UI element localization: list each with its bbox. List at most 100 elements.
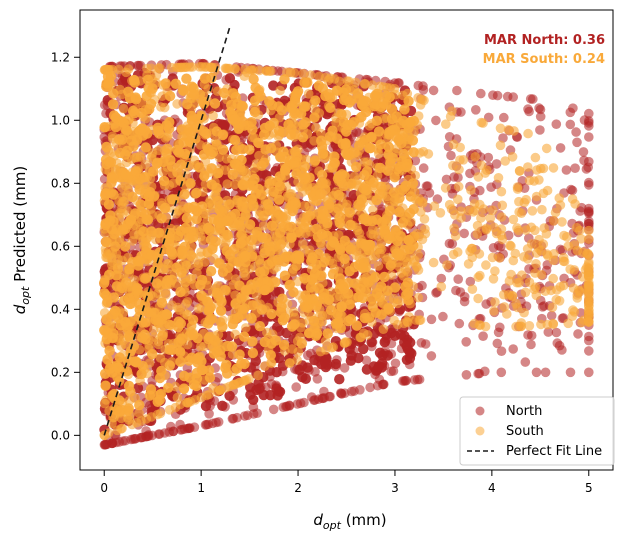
- south-point: [328, 342, 339, 352]
- south-point: [279, 270, 291, 281]
- north-point: [300, 373, 311, 384]
- south-point: [394, 206, 405, 218]
- south-point: [474, 320, 485, 330]
- south-point: [164, 90, 176, 102]
- south-point: [191, 373, 203, 384]
- south-point: [435, 208, 446, 218]
- south-point: [523, 128, 533, 139]
- north-point: [584, 367, 594, 378]
- south-point: [237, 144, 248, 155]
- south-point: [510, 248, 521, 259]
- south-point: [287, 205, 298, 217]
- south-point: [128, 141, 139, 152]
- south-point: [351, 320, 363, 331]
- south-point: [345, 244, 356, 255]
- south-point: [100, 380, 111, 391]
- south-point: [311, 223, 322, 235]
- south-point: [423, 149, 434, 159]
- south-point: [237, 100, 248, 112]
- south-point: [362, 157, 372, 167]
- south-point: [229, 135, 241, 146]
- south-point: [584, 225, 594, 236]
- north-point: [570, 163, 580, 173]
- north-point: [584, 207, 594, 217]
- south-point: [127, 191, 138, 203]
- south-point: [296, 338, 307, 349]
- south-point: [325, 102, 336, 114]
- south-point: [312, 296, 324, 307]
- south-point: [328, 237, 340, 248]
- north-point: [456, 107, 466, 117]
- south-point: [538, 163, 549, 174]
- south-point: [405, 116, 416, 128]
- south-point: [569, 307, 580, 317]
- south-point: [148, 325, 159, 335]
- north-point: [436, 273, 447, 284]
- south-point: [140, 142, 151, 153]
- south-point: [221, 368, 233, 379]
- mar-north-annotation: MAR North: 0.36: [484, 33, 605, 48]
- south-point: [455, 142, 466, 153]
- south-point: [110, 404, 121, 415]
- north-point: [444, 238, 455, 249]
- south-point: [205, 266, 217, 277]
- south-point: [151, 70, 162, 81]
- south-point: [172, 62, 182, 73]
- south-point: [204, 372, 216, 383]
- south-point: [108, 189, 119, 200]
- south-point: [263, 259, 274, 270]
- south-point: [403, 95, 414, 107]
- north-point: [242, 410, 253, 421]
- south-point: [203, 305, 214, 317]
- south-point: [180, 222, 191, 234]
- south-point: [541, 229, 552, 239]
- x-tick-label: 1: [197, 481, 205, 495]
- south-point: [261, 66, 272, 76]
- x-tick-label: 5: [585, 481, 593, 495]
- south-point: [514, 196, 524, 207]
- north-point: [453, 172, 463, 183]
- south-point: [293, 347, 304, 357]
- south-point: [149, 307, 160, 319]
- south-point: [331, 118, 341, 128]
- south-point: [218, 87, 230, 99]
- south-point: [247, 300, 258, 311]
- south-point: [529, 176, 539, 186]
- south-point: [270, 205, 281, 216]
- south-point: [159, 102, 170, 113]
- south-point: [175, 286, 186, 298]
- south-point: [184, 233, 195, 244]
- south-point: [382, 285, 393, 296]
- legend-box: [459, 396, 615, 466]
- south-point: [246, 234, 257, 246]
- south-point: [555, 282, 566, 292]
- south-point: [191, 213, 202, 225]
- x-tick-label: 4: [488, 481, 496, 495]
- south-point: [224, 199, 235, 210]
- south-point: [206, 163, 217, 174]
- south-point: [265, 246, 276, 257]
- south-point: [379, 271, 390, 283]
- south-point: [229, 114, 241, 125]
- south-point: [279, 74, 290, 85]
- south-point: [534, 234, 544, 245]
- south-point: [279, 312, 290, 324]
- north-point: [426, 314, 437, 325]
- south-point: [118, 196, 128, 207]
- south-point: [489, 222, 499, 233]
- south-point: [161, 309, 173, 320]
- south-point: [292, 355, 302, 365]
- south-point: [367, 80, 378, 90]
- south-point: [255, 91, 266, 102]
- south-point: [371, 115, 383, 127]
- south-point: [497, 200, 508, 211]
- north-point: [268, 404, 279, 415]
- south-point: [224, 249, 236, 260]
- north-point: [428, 85, 439, 96]
- north-point: [584, 331, 594, 342]
- south-point: [531, 259, 541, 269]
- south-point: [148, 166, 159, 177]
- south-point: [123, 114, 134, 125]
- south-point: [413, 265, 424, 275]
- south-point: [371, 287, 383, 299]
